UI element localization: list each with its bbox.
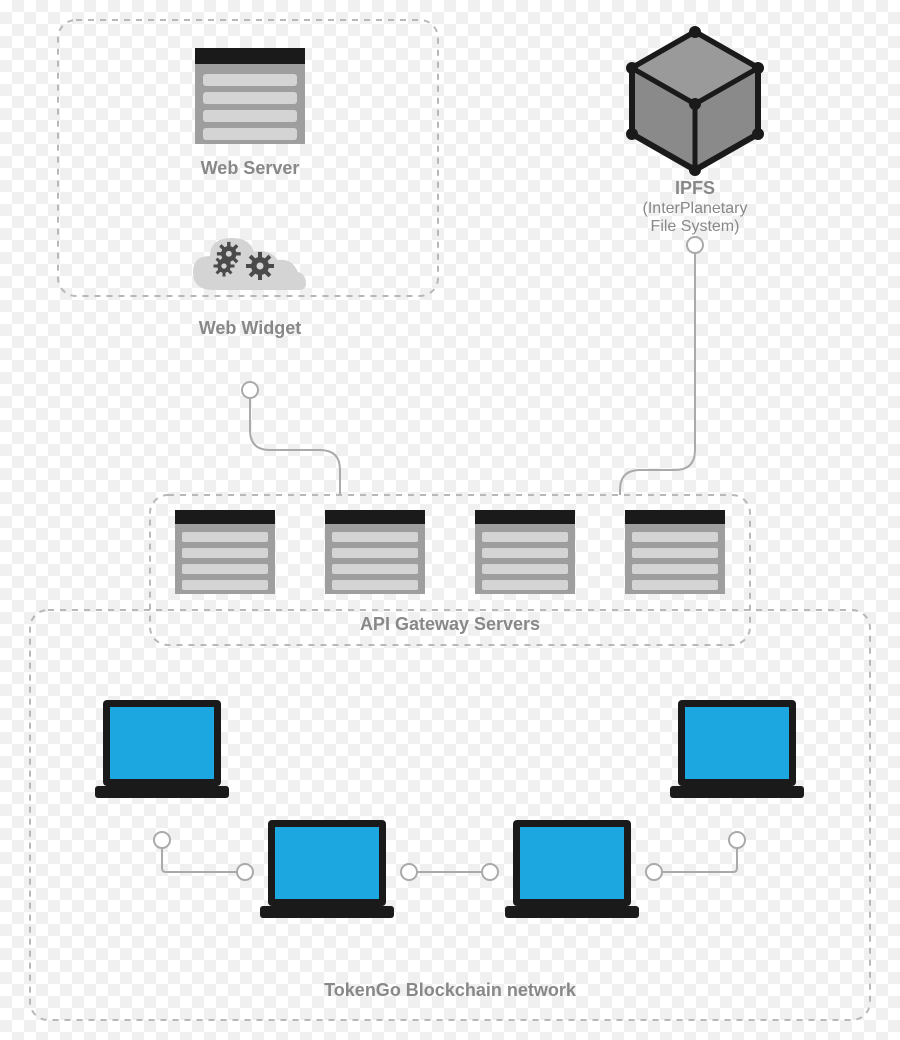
blockchain-label: TokenGo Blockchain network <box>250 980 650 1001</box>
api-server-icon <box>625 510 725 594</box>
api-gateway-label: API Gateway Servers <box>300 614 600 635</box>
ipfs-cube-icon <box>626 26 764 176</box>
architecture-diagram <box>0 0 900 1040</box>
web-server-label: Web Server <box>150 158 350 179</box>
api-server-icon <box>325 510 425 594</box>
connector-port <box>154 832 170 848</box>
connector-port <box>646 864 662 880</box>
cloud-icon <box>193 238 306 290</box>
blockchain-box <box>30 610 870 1020</box>
api-server-icon <box>475 510 575 594</box>
laptop-icon <box>260 820 394 918</box>
connector-port <box>482 864 498 880</box>
web-server-icon <box>195 48 305 144</box>
ipfs-subtitle-label: (InterPlanetary File System) <box>595 200 795 236</box>
connector-port <box>687 237 703 253</box>
ipfs-title-label: IPFS <box>595 178 795 199</box>
laptop-icon <box>95 700 229 798</box>
laptop-icon <box>505 820 639 918</box>
web-widget-label: Web Widget <box>150 318 350 339</box>
laptop-icon <box>670 700 804 798</box>
connector-port <box>237 864 253 880</box>
connector-port <box>242 382 258 398</box>
connector-port <box>729 832 745 848</box>
api-server-icon <box>175 510 275 594</box>
connector-port <box>401 864 417 880</box>
